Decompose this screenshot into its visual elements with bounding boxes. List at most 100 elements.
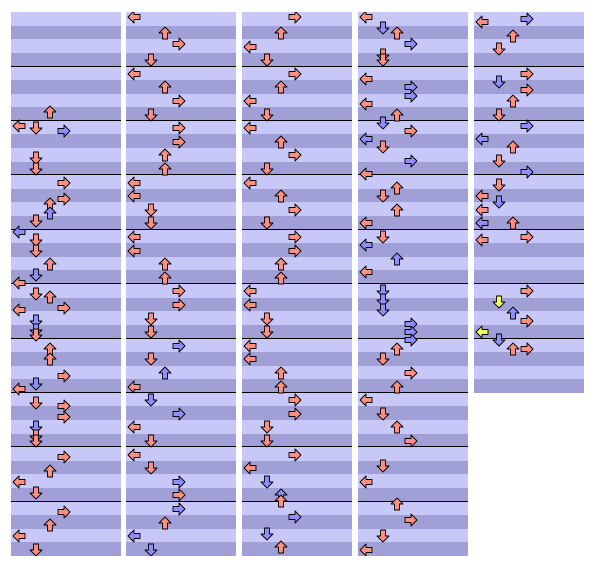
up-arrow-icon (390, 420, 404, 434)
right-arrow-icon (172, 94, 186, 108)
beat-stripe (242, 39, 352, 53)
up-arrow-icon (158, 271, 172, 285)
up-arrow-icon (43, 518, 57, 532)
right-arrow-icon (520, 165, 534, 179)
beat-stripe (11, 528, 121, 543)
beat-stripe (358, 66, 468, 80)
right-arrow-icon (57, 369, 71, 383)
right-arrow-icon (57, 124, 71, 138)
up-arrow-icon (274, 80, 288, 94)
beat-stripe (474, 270, 584, 284)
beat-stripe (358, 501, 468, 516)
right-arrow-icon (288, 12, 302, 24)
left-arrow-icon (127, 189, 141, 203)
measure-line (358, 283, 468, 285)
up-arrow-icon (43, 206, 57, 220)
beat-stripe (242, 297, 352, 312)
right-arrow-icon (172, 37, 186, 51)
beat-stripe (126, 460, 236, 475)
beat-stripe (11, 243, 121, 257)
measure-line (242, 65, 352, 67)
beat-stripe (358, 542, 468, 556)
beat-stripe (242, 420, 352, 434)
up-arrow-icon (43, 352, 57, 366)
right-arrow-icon (172, 284, 186, 298)
right-arrow-icon (172, 502, 186, 516)
beat-stripe (358, 161, 468, 176)
measure-line (11, 65, 121, 67)
beat-stripe (11, 338, 121, 352)
down-arrow-icon (260, 325, 274, 339)
beat-stripe (242, 93, 352, 108)
left-arrow-icon (243, 121, 257, 135)
beat-stripe (11, 107, 121, 121)
down-arrow-icon (144, 312, 158, 326)
left-arrow-icon (359, 72, 373, 86)
chart-column-2 (126, 12, 236, 556)
beat-stripe (358, 93, 468, 108)
beat-stripe (11, 542, 121, 556)
down-arrow-icon (144, 325, 158, 339)
beat-stripe (11, 460, 121, 475)
down-arrow-icon (144, 434, 158, 448)
left-arrow-icon (127, 67, 141, 81)
beat-stripe (242, 134, 352, 148)
left-arrow-icon (127, 12, 141, 24)
measure-line (242, 392, 352, 394)
up-arrow-icon (158, 516, 172, 530)
measure-line (126, 120, 236, 122)
right-arrow-icon (57, 192, 71, 206)
down-arrow-icon (144, 393, 158, 407)
measure-line (126, 446, 236, 448)
beat-stripe (242, 120, 352, 135)
beat-stripe (358, 379, 468, 393)
down-arrow-icon (144, 53, 158, 67)
left-arrow-icon (359, 265, 373, 279)
down-arrow-icon (260, 216, 274, 230)
beat-stripe (242, 161, 352, 176)
left-arrow-icon (243, 339, 257, 353)
down-arrow-icon (29, 268, 43, 282)
beat-stripe (242, 515, 352, 529)
down-arrow-icon (376, 53, 390, 67)
right-arrow-icon (404, 513, 418, 527)
beat-stripe (126, 66, 236, 80)
beat-stripe (126, 256, 236, 271)
beat-stripe (358, 202, 468, 216)
down-arrow-icon (144, 108, 158, 122)
right-arrow-icon (404, 154, 418, 168)
beat-stripe (358, 216, 468, 230)
measure-line (242, 500, 352, 502)
down-arrow-icon (492, 75, 506, 89)
beat-stripe (11, 324, 121, 339)
up-arrow-icon (43, 105, 57, 119)
beat-stripe (358, 406, 468, 420)
right-arrow-icon (520, 314, 534, 328)
up-arrow-icon (43, 464, 57, 478)
chart-column-5 (474, 12, 584, 393)
beat-stripe (242, 501, 352, 516)
beat-stripe (126, 352, 236, 366)
right-arrow-icon (57, 301, 71, 315)
right-arrow-icon (288, 230, 302, 244)
down-arrow-icon (29, 486, 43, 500)
left-arrow-icon (359, 543, 373, 556)
measure-line (126, 500, 236, 502)
beat-stripe (11, 202, 121, 216)
measure-line (474, 228, 584, 230)
up-arrow-icon (158, 26, 172, 40)
up-arrow-icon (158, 80, 172, 94)
beat-stripe (474, 93, 584, 108)
right-arrow-icon (404, 37, 418, 51)
left-arrow-icon (475, 189, 489, 203)
measure-line (242, 120, 352, 122)
beat-stripe (126, 12, 236, 26)
measure-line (242, 337, 352, 339)
measure-line (358, 446, 468, 448)
beat-stripe (11, 515, 121, 529)
down-arrow-icon (376, 293, 390, 307)
up-arrow-icon (506, 306, 520, 320)
up-arrow-icon (274, 257, 288, 271)
up-arrow-icon (274, 271, 288, 285)
left-arrow-icon (243, 40, 257, 54)
